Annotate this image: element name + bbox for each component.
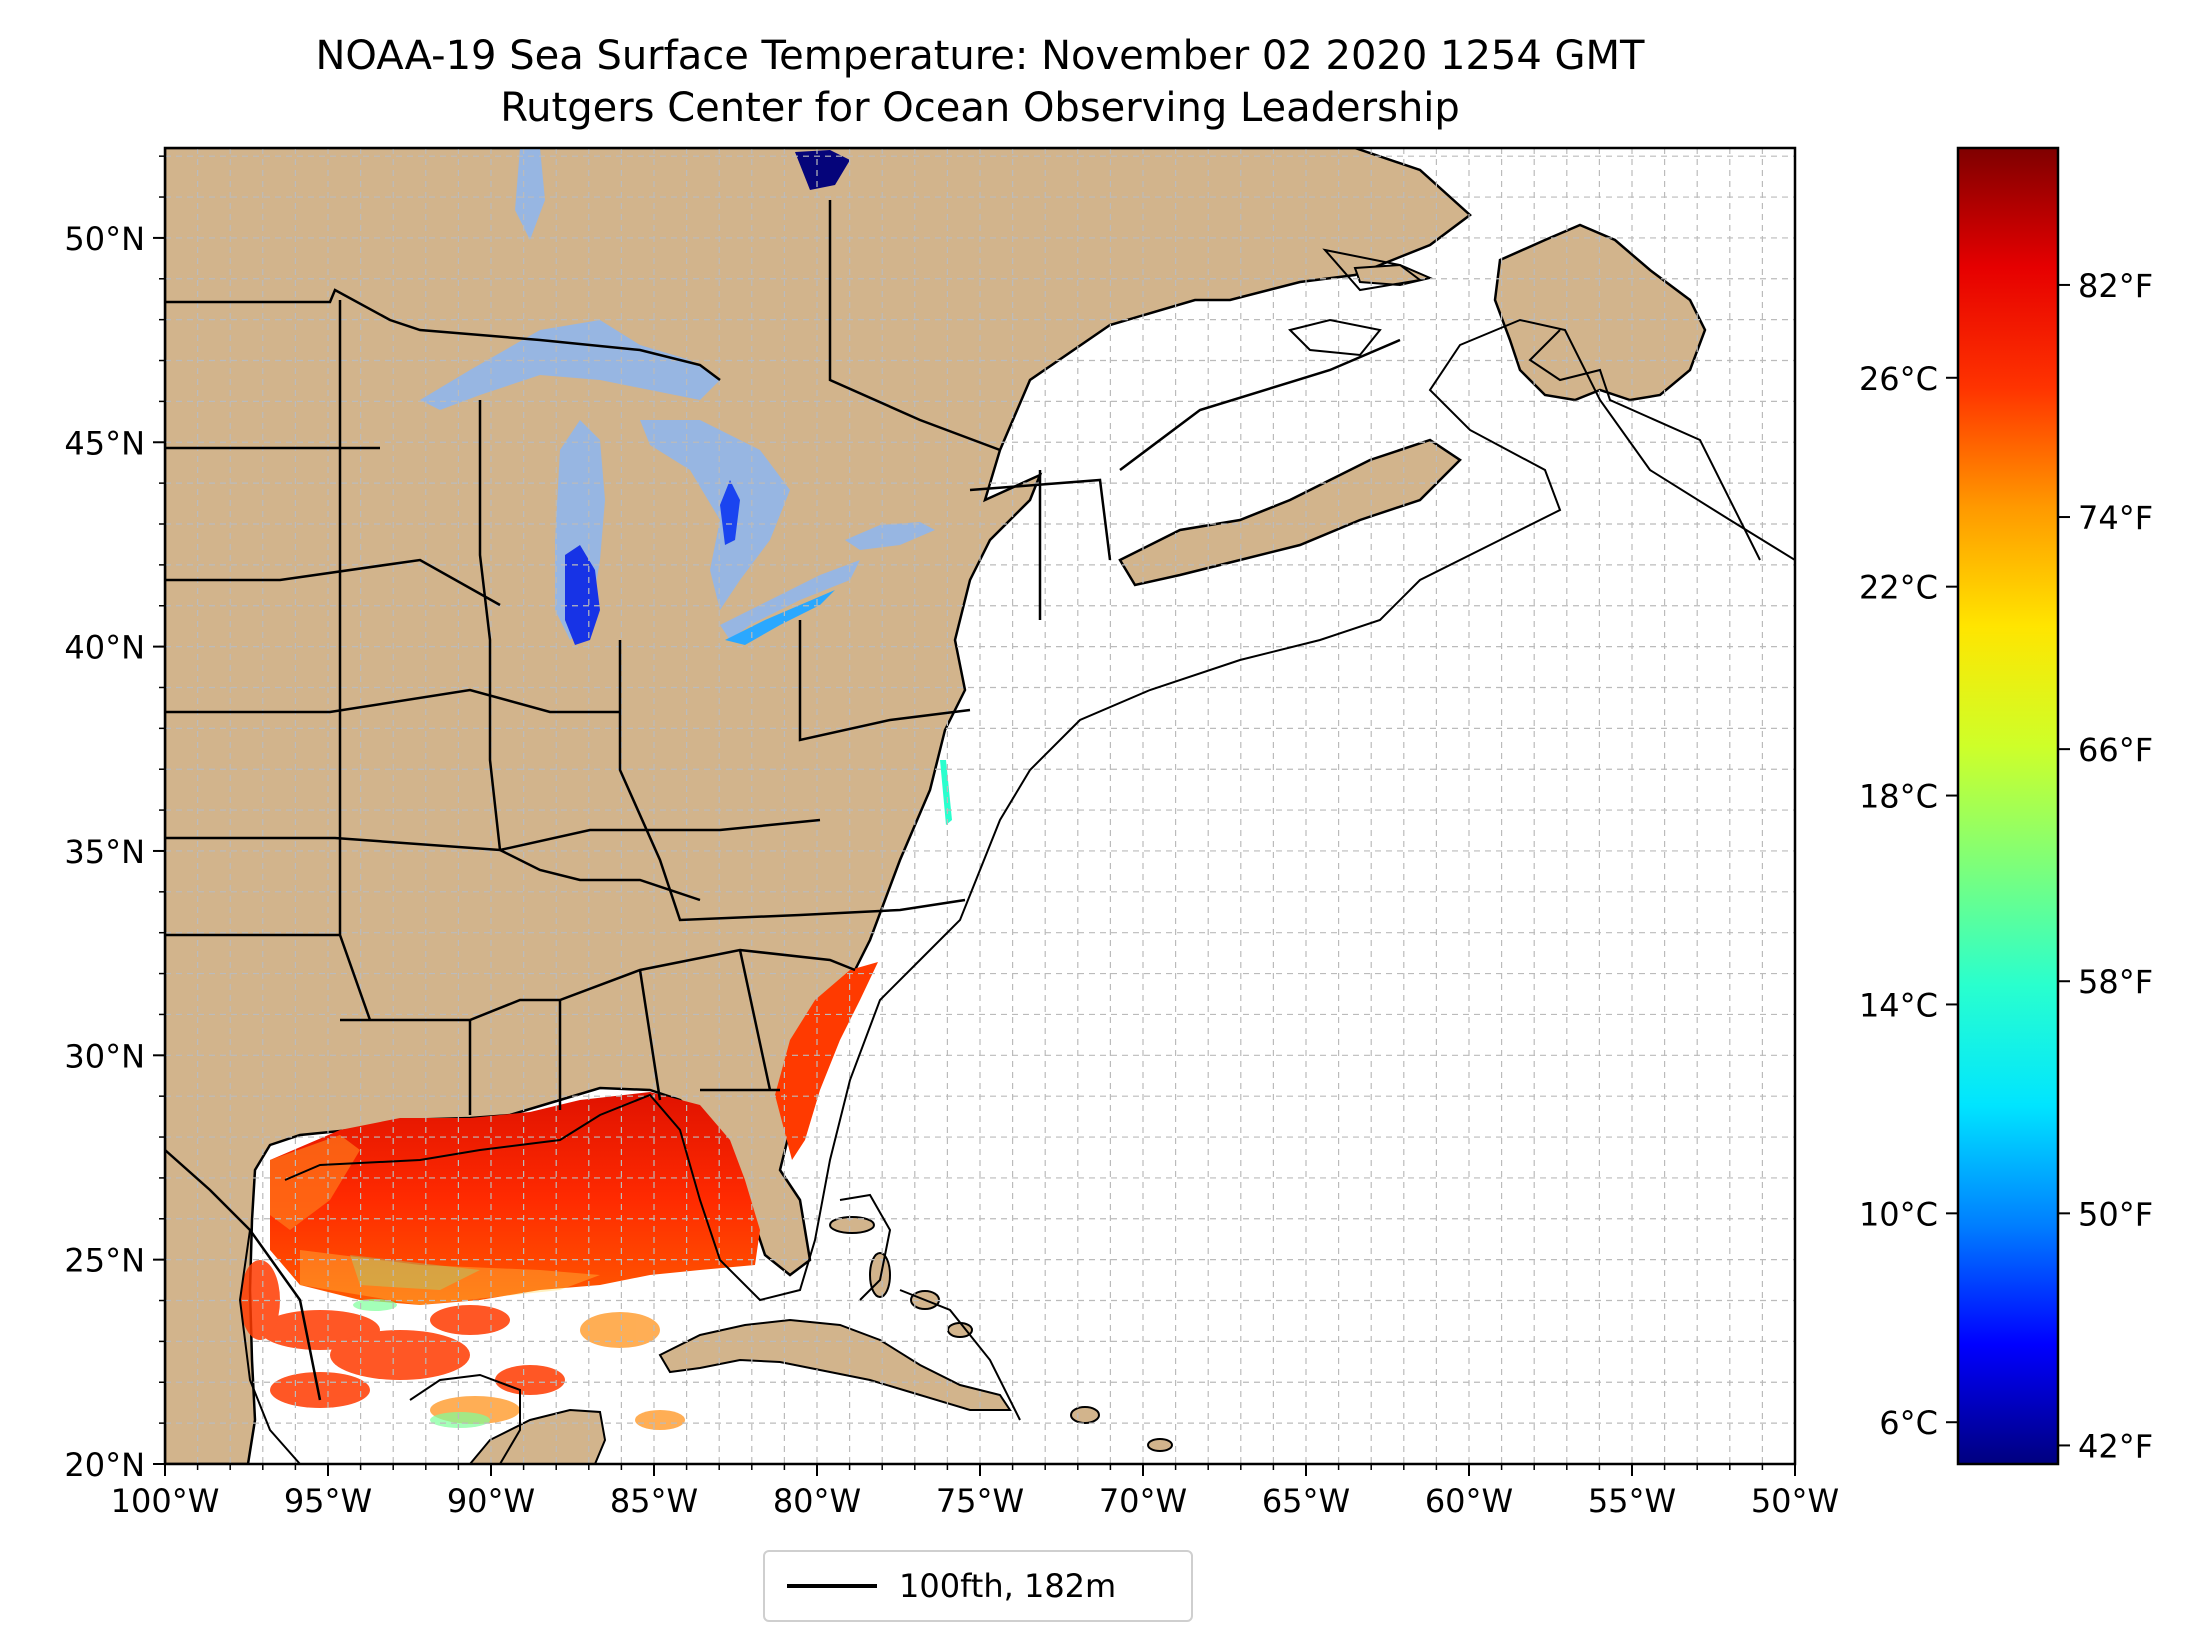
- lake-superior: [420, 320, 720, 410]
- colorbar-celsius-label: 14°C: [1859, 986, 1938, 1024]
- legend-label: 100fth, 182m: [899, 1567, 1117, 1605]
- lake-huron-sst: [720, 480, 740, 545]
- graticule: [165, 148, 1795, 1464]
- colorbar-celsius-label: 22°C: [1859, 569, 1938, 607]
- lon-tick-label: 55°W: [1588, 1482, 1676, 1520]
- lat-tick-label: 30°N: [64, 1037, 145, 1075]
- sst-chesapeake: [940, 760, 952, 825]
- colorbar-fahrenheit-label: 74°F: [2078, 499, 2153, 537]
- colorbar: 6°C 10°C 14°C 18°C 22°C 26°C 42°F 50°F 58°F 66°F 7…: [1859, 146, 2153, 1465]
- hudson-bay-sst: [795, 150, 850, 190]
- land-cuba: [658, 1318, 1012, 1411]
- sst-atlantic-strip: [775, 962, 878, 1160]
- lake-winnipeg: [515, 148, 545, 240]
- lon-tick-label: 70°W: [1099, 1482, 1187, 1520]
- lat-tick-label: 35°N: [64, 833, 145, 871]
- lon-tick-label: 80°W: [773, 1482, 861, 1520]
- land-maritimes: [1118, 438, 1462, 587]
- sst-gulf: [240, 1092, 760, 1430]
- colorbar-celsius-label: 26°C: [1859, 360, 1938, 398]
- lat-tick-label: 25°N: [64, 1242, 145, 1280]
- colorbar-fahrenheit-label: 58°F: [2078, 963, 2153, 1001]
- map-title: NOAA-19 Sea Surface Temperature: Novembe…: [165, 30, 1795, 134]
- lon-tick-label: 75°W: [936, 1482, 1024, 1520]
- title-line-1: NOAA-19 Sea Surface Temperature: Novembe…: [315, 33, 1645, 79]
- colorbar-celsius-label: 6°C: [1879, 1404, 1938, 1442]
- lake-ontario: [845, 522, 935, 550]
- isobath-legend: 100fth, 182m: [763, 1550, 1193, 1622]
- lon-tick-label: 65°W: [1262, 1482, 1350, 1520]
- colorbar-fahrenheit-label: 50°F: [2078, 1195, 2153, 1233]
- lon-tick-label: 85°W: [610, 1482, 698, 1520]
- lon-tick-label: 60°W: [1425, 1482, 1513, 1520]
- lat-tick-label: 50°N: [64, 220, 145, 258]
- colorbar-fahrenheit-label: 42°F: [2078, 1427, 2153, 1465]
- land-yucatan: [468, 1408, 607, 1464]
- lon-tick-label: 50°W: [1751, 1482, 1839, 1520]
- colorbar-fahrenheit-label: 66°F: [2078, 731, 2153, 769]
- lon-tick-label: 100°W: [111, 1482, 220, 1520]
- political-boundaries: [165, 200, 1401, 1401]
- title-line-2: Rutgers Center for Ocean Observing Leade…: [500, 85, 1460, 131]
- legend-line-swatch: [787, 1584, 877, 1588]
- lon-tick-label: 90°W: [447, 1482, 535, 1520]
- lake-huron: [640, 420, 790, 610]
- lon-tick-label: 95°W: [284, 1482, 372, 1520]
- lake-erie-sst: [725, 590, 835, 645]
- lake-michigan-sst: [565, 545, 600, 645]
- colorbar-celsius-label: 18°C: [1859, 778, 1938, 816]
- lat-tick-label: 20°N: [64, 1446, 145, 1484]
- map-axes: 100°W 95°W 90°W 85°W 80°W 75°W 70°W 65°W 60°W 55°…: [64, 155, 1839, 1520]
- lake-erie: [720, 560, 860, 640]
- isobath-100fth: [238, 248, 1795, 1464]
- land-newfoundland: [1493, 223, 1707, 402]
- colorbar-fahrenheit-label: 82°F: [2078, 267, 2153, 305]
- lat-tick-label: 45°N: [64, 424, 145, 462]
- lat-tick-label: 40°N: [64, 629, 145, 667]
- colorbar-celsius-label: 10°C: [1859, 1195, 1938, 1233]
